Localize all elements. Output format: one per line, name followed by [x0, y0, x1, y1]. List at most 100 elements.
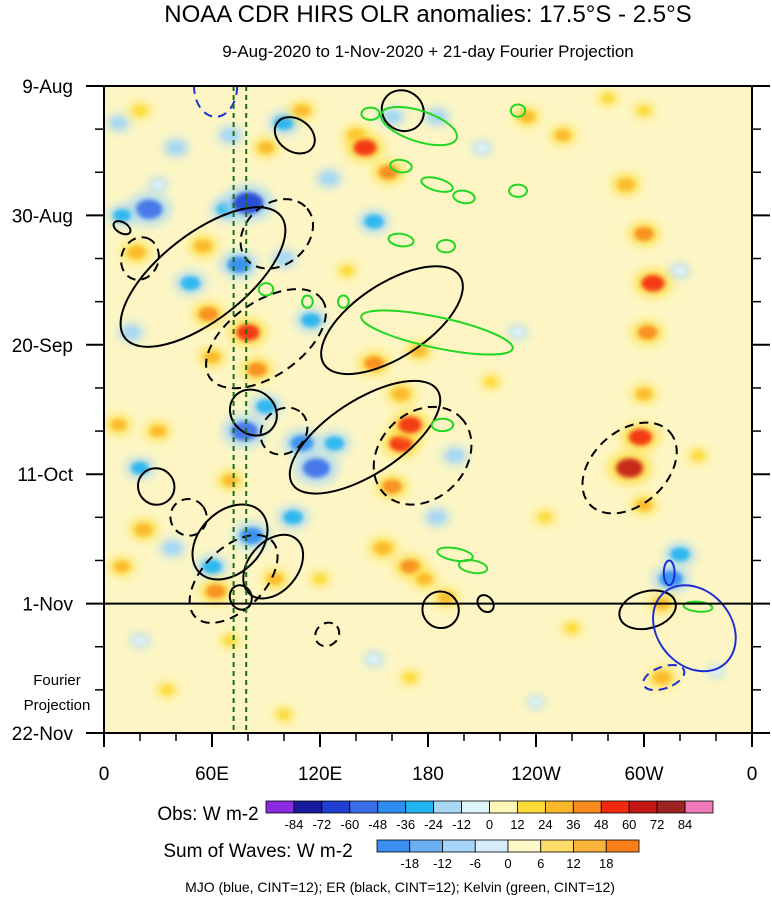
waves-legend-swatch: [605, 839, 640, 853]
kelvin-contour: [430, 417, 455, 433]
anomaly-blob: [283, 510, 303, 525]
anomaly-blob: [276, 252, 292, 265]
obs-legend-swatch: [461, 800, 490, 814]
obs-legend-swatch: [293, 800, 323, 814]
anomaly-blob: [267, 573, 283, 585]
y-tick-label: 22-Nov: [12, 724, 74, 745]
chart-subtitle: 9-Aug-2020 to 1-Nov-2020 + 21-day Fourie…: [222, 42, 634, 61]
x-tick-label: 0: [99, 764, 110, 785]
waves-legend-level: 6: [537, 856, 544, 871]
obs-legend-swatch: [405, 800, 435, 814]
kelvin-contour: [360, 309, 514, 356]
er-contour: [120, 236, 160, 281]
obs-legend-swatch: [544, 800, 574, 814]
er-contour: [314, 621, 341, 648]
anomaly-blob: [389, 435, 413, 452]
axis-ticks: [86, 85, 770, 747]
er-contour: [581, 421, 678, 515]
anomaly-blob: [416, 573, 433, 585]
waves-legend-label: Sum of Waves: W m-2: [163, 841, 352, 862]
anomaly-blob: [247, 362, 267, 377]
anomaly-blob: [180, 276, 201, 291]
er-contour: [205, 288, 327, 390]
anomaly-blob: [164, 542, 181, 554]
er-contour: [136, 467, 176, 506]
anomaly-blob: [398, 416, 422, 434]
waves-legend-level: -18: [400, 856, 419, 871]
y-tick-label: 9-Aug: [22, 77, 73, 98]
obs-legend-swatch: [433, 800, 462, 814]
anomaly-blob: [110, 419, 127, 431]
anomaly-blob: [653, 671, 671, 684]
kelvin-contour: [380, 105, 458, 147]
anomaly-blob: [670, 547, 690, 562]
anomaly-blob: [374, 541, 392, 555]
anomaly-blob: [636, 499, 652, 511]
anomaly-blob: [127, 246, 146, 259]
er-contour: [119, 206, 287, 348]
obs-legend: Obs: W m-2 -84 -72 -60 -48 -36 -24 -12 0 12 24 36 4…: [157, 800, 714, 832]
obs-legend-level: 60: [622, 817, 636, 832]
anomaly-blob: [301, 313, 321, 328]
waves-legend-level: 18: [599, 856, 613, 871]
anomaly-blob: [133, 636, 147, 645]
anomaly-blob: [364, 356, 384, 371]
obs-legend-level: -12: [452, 817, 471, 832]
anomaly-blob: [364, 214, 384, 229]
obs-legend-level: -60: [340, 817, 359, 832]
y-tick-label: 30-Aug: [12, 206, 73, 227]
anomaly-blob: [168, 141, 184, 154]
kelvin-contour: [389, 158, 413, 174]
kelvin-contour: [509, 103, 527, 118]
waves-legend-swatch: [442, 839, 476, 853]
anomaly-blob: [475, 143, 489, 152]
obs-legend-swatch: [265, 800, 295, 814]
waves-legend-level: 12: [566, 856, 580, 871]
wave-footer: MJO (blue, CINT=12); ER (black, CINT=12)…: [185, 879, 615, 895]
obs-legend-level: -24: [424, 817, 443, 832]
anomaly-blob: [151, 180, 165, 189]
obs-legend-swatch: [517, 800, 546, 814]
mjo-contour: [662, 559, 676, 587]
obs-legend-swatch: [656, 800, 686, 814]
anomaly-blob: [617, 178, 635, 191]
obs-legend-swatch: [321, 800, 351, 814]
anomaly-blob: [382, 479, 402, 494]
obs-legend-label: Obs: W m-2: [157, 804, 258, 825]
anomaly-blob: [340, 266, 354, 276]
anomaly-blob: [378, 165, 399, 180]
anomaly-blob: [673, 266, 687, 276]
anomaly-blob: [236, 324, 260, 341]
obs-legend-swatch: [600, 800, 630, 814]
anomaly-blob: [324, 436, 345, 451]
kelvin-contour: [682, 600, 714, 613]
anomaly-blob: [222, 474, 238, 487]
x-tick-label: 120E: [298, 764, 342, 785]
obs-legend-level: 84: [678, 817, 692, 832]
anomaly-blob: [123, 326, 139, 339]
obs-legend-swatch: [489, 800, 518, 814]
anomaly-blob: [258, 141, 274, 154]
anomaly-blob: [194, 239, 212, 253]
plot-background: [104, 86, 752, 733]
anomaly-blob: [111, 117, 126, 129]
er-contour: [188, 533, 279, 624]
x-tick-label: 180: [412, 764, 444, 785]
er-contour: [320, 265, 464, 376]
obs-legend-level: -36: [396, 817, 415, 832]
obs-legend-level: 48: [594, 817, 608, 832]
er-contour: [273, 116, 316, 155]
obs-legend-level: 36: [566, 817, 580, 832]
anomaly-blob: [353, 139, 377, 156]
y-tick-label: 11-Oct: [17, 465, 73, 486]
waves-legend-swatch: [540, 839, 574, 853]
anomaly-blob: [511, 328, 525, 337]
obs-legend-swatch: [377, 800, 407, 814]
obs-legend-swatch: [572, 800, 602, 814]
anomaly-blob: [438, 591, 454, 604]
obs-legend-level: 24: [538, 817, 552, 832]
er-contour: [259, 406, 309, 456]
obs-legend-level: -48: [368, 817, 387, 832]
anomaly-blob: [321, 172, 337, 185]
